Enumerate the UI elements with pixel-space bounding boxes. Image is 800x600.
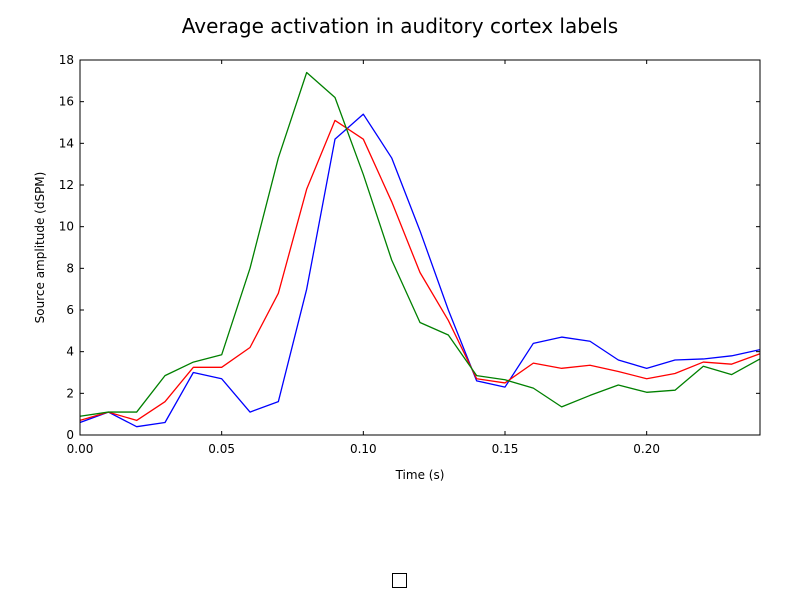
series-line-2	[79, 71, 761, 417]
plot-lines	[79, 71, 761, 428]
y-axis: 0 2 4 6 8 10 12 14 16 18	[59, 53, 760, 442]
y-tick-label: 0	[66, 428, 74, 442]
x-axis-title: Time (s)	[395, 468, 445, 482]
series-line-0	[79, 113, 761, 428]
y-tick-label: 2	[66, 386, 74, 400]
chart-title: Average activation in auditory cortex la…	[182, 14, 618, 38]
y-tick-label: 12	[59, 178, 74, 192]
x-tick-label: 0.10	[350, 442, 377, 456]
y-tick-label: 6	[66, 303, 74, 317]
y-axis-title: Source amplitude (dSPM)	[33, 172, 47, 324]
x-axis: 0.00 0.05 0.10 0.15 0.20	[67, 60, 660, 456]
plot-frame	[79, 59, 761, 436]
legend-box	[392, 573, 407, 588]
series-line-1	[79, 119, 761, 422]
x-tick-label: 0.15	[492, 442, 519, 456]
y-tick-label: 16	[59, 95, 74, 109]
x-tick-label: 0.20	[633, 442, 660, 456]
x-tick-label: 0.00	[67, 442, 94, 456]
y-tick-label: 4	[66, 345, 74, 359]
y-tick-label: 10	[59, 220, 74, 234]
x-tick-label: 0.05	[208, 442, 235, 456]
y-tick-label: 8	[66, 261, 74, 275]
y-tick-label: 14	[59, 136, 74, 150]
y-tick-label: 18	[59, 53, 74, 67]
